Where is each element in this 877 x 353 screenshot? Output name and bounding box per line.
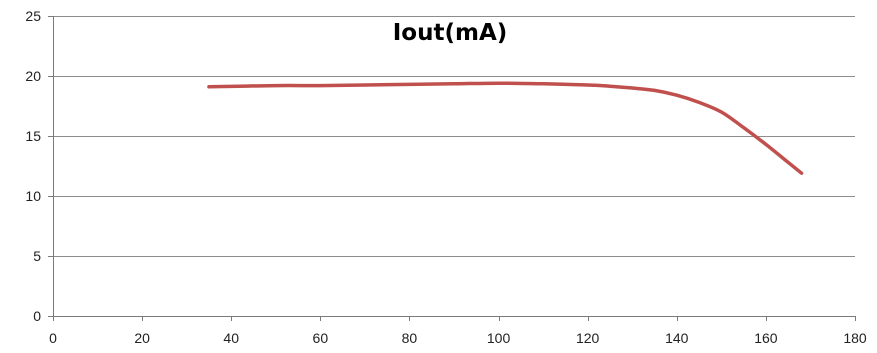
gridlines	[53, 16, 855, 257]
series-line-0	[207, 81, 804, 175]
x-tick-label: 180	[843, 330, 867, 346]
x-tick-label: 80	[402, 330, 418, 346]
x-tick-label: 100	[487, 330, 511, 346]
y-tick-label: 25	[25, 8, 41, 24]
chart-title: Iout(mA)	[393, 20, 508, 46]
x-tick-label: 160	[754, 330, 778, 346]
x-tick-label: 40	[223, 330, 239, 346]
tick-labels: 0 5 10 15 20 25 0 20 40 60 80 100 120 140 160 180	[25, 8, 866, 346]
x-tick-label: 20	[134, 330, 150, 346]
series-layer	[207, 81, 804, 175]
y-tick-label: 0	[33, 308, 41, 324]
axes	[48, 16, 856, 321]
y-tick-label: 10	[25, 188, 41, 204]
y-tick-label: 15	[25, 128, 41, 144]
x-tick-label: 120	[576, 330, 600, 346]
x-tick-label: 60	[313, 330, 329, 346]
y-tick-label: 20	[25, 68, 41, 84]
y-tick-label: 5	[33, 248, 41, 264]
x-tick-label: 140	[665, 330, 689, 346]
x-tick-label: 0	[49, 330, 57, 346]
